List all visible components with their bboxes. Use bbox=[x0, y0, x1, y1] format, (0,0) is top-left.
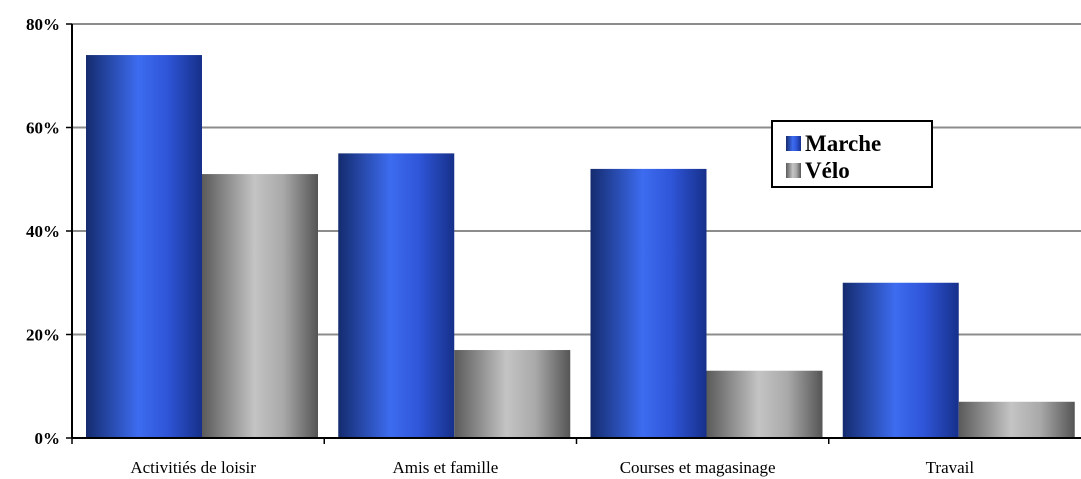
legend-swatch-vlo bbox=[786, 163, 801, 178]
bar-vlo-3 bbox=[958, 401, 1075, 438]
x-tick-label: Amis et famille bbox=[392, 458, 498, 477]
bar-marche-3 bbox=[842, 282, 959, 438]
y-tick-label: 80% bbox=[26, 15, 60, 34]
bar-vlo-0 bbox=[202, 174, 318, 438]
bar-marche-0 bbox=[86, 55, 202, 439]
x-tick-label: Courses et magasinage bbox=[620, 458, 776, 477]
legend-swatch-marche bbox=[786, 136, 801, 151]
legend-label: Marche bbox=[805, 131, 881, 156]
bar-marche-1 bbox=[338, 153, 455, 438]
y-tick-label: 0% bbox=[35, 429, 61, 448]
y-tick-label: 20% bbox=[26, 326, 60, 345]
y-tick-label: 40% bbox=[26, 222, 60, 241]
x-tick-label: Travail bbox=[926, 458, 975, 477]
axis-labels: 0% 20% 40% 60% 80% Activitiés de loisir Amis e… bbox=[26, 15, 974, 477]
y-tick-label: 60% bbox=[26, 119, 60, 138]
x-tick-label: Activitiés de loisir bbox=[130, 458, 256, 477]
bar-vlo-2 bbox=[706, 370, 823, 438]
bar-marche-2 bbox=[590, 168, 707, 438]
bar-vlo-1 bbox=[454, 350, 571, 438]
axes bbox=[66, 23, 1081, 444]
bars bbox=[86, 55, 1075, 439]
legend-label: Vélo bbox=[805, 158, 850, 183]
